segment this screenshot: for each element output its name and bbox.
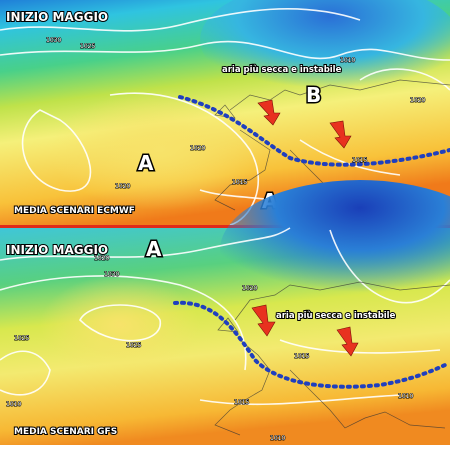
high-area <box>50 90 270 210</box>
isobar-label: 1030 <box>46 37 61 44</box>
pressure-center: B <box>306 83 321 107</box>
isobar-label: 1030 <box>104 271 119 278</box>
separator <box>0 225 450 228</box>
isobar-label: 1010 <box>270 435 285 442</box>
low-area <box>200 0 450 100</box>
title: INIZIO MAGGIO <box>6 10 108 24</box>
isobar-label: 1020 <box>190 145 205 152</box>
isobar-label: 1010 <box>398 393 413 400</box>
isobar-label: 1020 <box>115 183 130 190</box>
isobar-label: 1010 <box>340 57 355 64</box>
isobar-label: 1025 <box>14 335 29 342</box>
arrow <box>257 99 281 126</box>
isobar-label: 1025 <box>126 342 141 349</box>
isobar-label: 1020 <box>242 285 257 292</box>
isobar-label: 1015 <box>352 157 367 164</box>
isobar-label: 1015 <box>232 179 247 186</box>
isobar-label: 1025 <box>80 43 95 50</box>
ecmwf-panel: INIZIO MAGGIO aria più secca e instabile… <box>0 0 450 226</box>
pressure-center: A <box>138 151 154 175</box>
isobars <box>0 227 450 406</box>
front-line <box>178 95 450 167</box>
isobar-label: 1015 <box>294 353 309 360</box>
arrow <box>329 120 352 149</box>
title: INIZIO MAGGIO <box>6 243 108 257</box>
isobar-label: 1015 <box>234 399 249 406</box>
gfs-panel: INIZIO MAGGIO A aria più secca e instabi… <box>0 180 450 445</box>
source: MEDIA SCENARI GFS <box>14 427 117 437</box>
isobar-label: 1020 <box>94 255 109 262</box>
arrow <box>251 304 276 337</box>
annotation: aria più secca e instabile <box>222 65 342 75</box>
coastlines <box>214 281 450 436</box>
pressure-center: A <box>146 237 162 261</box>
source: MEDIA SCENARI ECMWF <box>14 206 135 216</box>
isobar-label: 1020 <box>410 97 425 104</box>
arrow <box>336 326 359 357</box>
annotation: aria più secca e instabile <box>276 311 396 321</box>
high-area <box>40 275 200 375</box>
isobar-label: 1010 <box>6 401 21 408</box>
low-area <box>220 180 450 320</box>
front-line <box>173 300 447 389</box>
